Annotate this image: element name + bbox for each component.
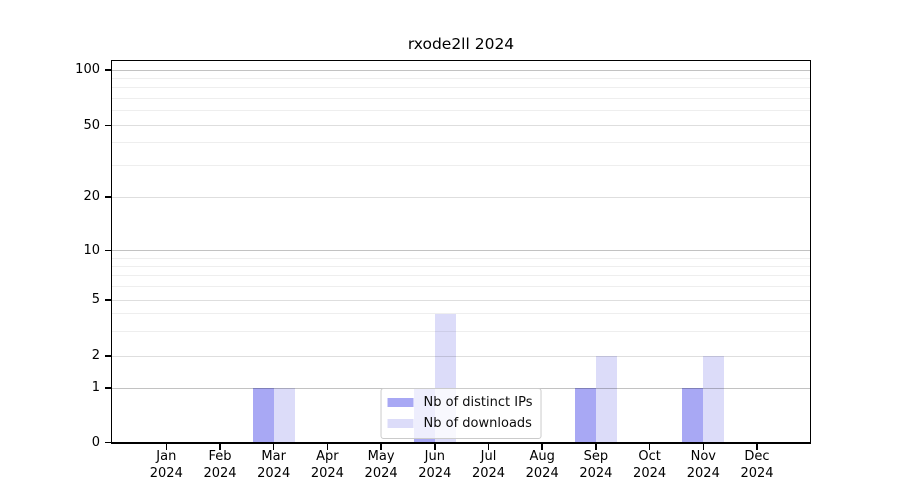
grid-line-minor: [112, 77, 810, 79]
x-tick-month: Oct: [638, 449, 661, 464]
bar-downloads: [273, 388, 295, 443]
bar-distinct-ips: [574, 388, 596, 443]
y-tick-mark: [104, 299, 112, 301]
bar-distinct-ips: [682, 388, 704, 443]
grid-line-minor: [112, 275, 810, 277]
x-tick-mark: [272, 443, 275, 450]
plot-area: Nb of distinct IPs Nb of downloads: [112, 61, 810, 443]
x-tick-year: 2024: [310, 465, 344, 481]
x-tick-mark: [648, 443, 651, 450]
grid-line-decade: [112, 250, 810, 251]
x-tick-year: 2024: [203, 465, 237, 481]
grid-line-major: [112, 299, 810, 301]
grid-line-minor: [112, 265, 810, 267]
x-tick-mark: [756, 443, 758, 450]
y-tick-mark: [104, 355, 112, 357]
x-tick-year: 2024: [149, 465, 183, 481]
x-tick-label: Sep 2024: [564, 449, 628, 482]
x-tick-month: Jun: [424, 449, 445, 464]
legend: Nb of distinct IPs Nb of downloads: [380, 387, 542, 439]
grid-line-minor: [112, 257, 810, 259]
x-tick-year: 2024: [633, 465, 667, 481]
legend-label: Nb of distinct IPs: [423, 394, 533, 410]
grid-line-minor: [112, 98, 810, 100]
bar-downloads: [595, 356, 617, 443]
x-tick-label: Aug 2024: [510, 449, 574, 482]
x-tick-month: Aug: [529, 449, 555, 464]
x-tick-mark: [702, 443, 705, 450]
grid-line-minor: [112, 313, 810, 315]
grid-line-major: [112, 196, 810, 198]
y-tick-label: 10: [83, 242, 100, 258]
y-tick-label: 2: [91, 348, 100, 363]
x-tick-mark: [165, 443, 168, 450]
grid-line-major: [112, 355, 810, 357]
x-tick-year: 2024: [471, 465, 506, 481]
grid-line-minor: [112, 110, 810, 112]
y-tick-mark: [104, 196, 112, 198]
grid-line-minor: [112, 87, 810, 89]
x-tick-mark: [326, 443, 329, 450]
x-tick-label: Nov 2024: [671, 449, 735, 482]
y-tick-label: 50: [83, 117, 100, 133]
x-tick-year: 2024: [740, 465, 774, 481]
grid-line-minor: [112, 330, 810, 332]
x-tick-month: Apr: [316, 449, 339, 464]
x-tick-label: Dec 2024: [725, 449, 789, 482]
x-tick-year: 2024: [364, 465, 398, 481]
legend-label: Nb of downloads: [423, 415, 532, 431]
x-tick-mark: [595, 443, 597, 450]
x-tick-year: 2024: [579, 465, 613, 481]
x-tick-mark: [380, 443, 382, 450]
x-tick-month: Nov: [690, 449, 716, 464]
x-tick-label: Jul 2024: [457, 449, 521, 482]
legend-item: Nb of distinct IPs: [387, 393, 533, 412]
legend-swatch-icon: [387, 397, 414, 407]
x-tick-month: Mar: [261, 449, 286, 464]
y-tick-label: 100: [75, 62, 100, 77]
grid-line-minor: [112, 164, 810, 166]
y-tick-mark: [104, 387, 112, 389]
x-tick-mark: [487, 443, 490, 450]
grid-line-major: [112, 125, 810, 126]
x-tick-mark: [434, 443, 436, 450]
legend-swatch-icon: [387, 418, 414, 428]
x-tick-month: May: [367, 449, 395, 464]
grid-line-minor: [112, 142, 810, 144]
x-tick-label: Mar 2024: [242, 449, 306, 482]
x-tick-mark: [219, 443, 221, 450]
x-tick-month: Sep: [583, 449, 609, 464]
x-tick-mark: [541, 443, 543, 450]
x-tick-year: 2024: [418, 465, 452, 481]
legend-item: Nb of downloads: [387, 414, 533, 433]
x-tick-month: Jul: [480, 449, 497, 464]
x-tick-label: May 2024: [349, 449, 413, 482]
x-tick-month: Jan: [156, 449, 177, 464]
x-tick-label: Jan 2024: [134, 449, 198, 482]
x-tick-label: Jun 2024: [403, 449, 467, 482]
y-tick-label: 20: [83, 189, 100, 204]
x-tick-month: Dec: [744, 449, 770, 464]
grid-line-minor: [112, 286, 810, 288]
x-tick-label: Apr 2024: [295, 449, 359, 482]
y-tick-label: 0: [91, 434, 100, 450]
bar-downloads: [703, 356, 725, 443]
x-tick-label: Oct 2024: [618, 449, 682, 482]
x-tick-year: 2024: [686, 465, 720, 481]
x-tick-label: Feb 2024: [188, 449, 252, 482]
y-tick-label: 1: [91, 380, 100, 395]
y-tick-mark: [104, 441, 112, 444]
y-tick-mark: [104, 124, 112, 127]
bar-distinct-ips: [252, 388, 274, 443]
y-tick-label: 5: [91, 292, 100, 307]
y-tick-mark: [104, 249, 112, 252]
x-tick-year: 2024: [525, 465, 559, 481]
x-tick-month: Feb: [208, 449, 232, 464]
chart-title: rxode2ll 2024: [407, 35, 515, 53]
x-tick-year: 2024: [257, 465, 291, 481]
y-tick-mark: [104, 69, 112, 71]
grid-line-decade: [112, 69, 810, 71]
